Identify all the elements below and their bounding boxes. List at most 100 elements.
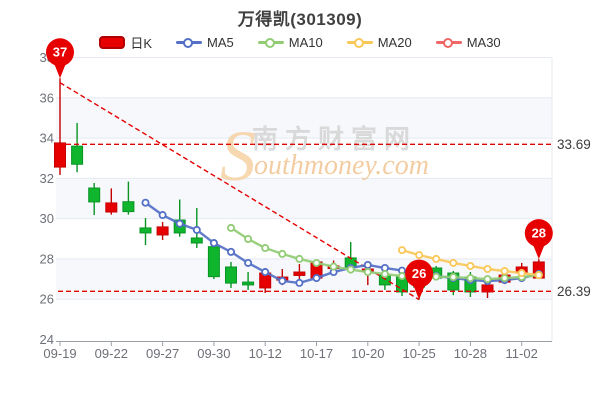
- pin-tip: [532, 244, 545, 260]
- ma20-marker: [517, 269, 526, 278]
- candle-body: [190, 237, 203, 244]
- ma30-legend-icon: [435, 37, 462, 48]
- ma10-legend-icon: [257, 37, 284, 48]
- ma20-line: [397, 246, 543, 280]
- ma5-marker: [295, 278, 304, 287]
- ma10-marker: [483, 275, 492, 284]
- x-axis-label: 09-30: [197, 346, 230, 361]
- candle-body: [88, 187, 101, 203]
- ma5-legend-icon: [176, 37, 203, 48]
- x-axis-label: 10-28: [454, 346, 487, 361]
- ma5-marker: [158, 211, 167, 220]
- candle-body: [156, 226, 169, 236]
- ma20-marker: [500, 267, 509, 276]
- pin-tip: [54, 63, 66, 79]
- pin-value: 37: [53, 45, 67, 60]
- legend-label: MA30: [466, 35, 501, 50]
- legend-label: MA10: [288, 35, 323, 50]
- marker-pin-28: 28: [524, 219, 553, 260]
- legend-item-ma10[interactable]: MA10: [257, 35, 323, 50]
- ma5-marker: [175, 219, 184, 228]
- y-axis-label: 28: [40, 251, 54, 266]
- candle-body: [293, 271, 306, 276]
- ma20-marker: [449, 258, 458, 267]
- ma10-marker: [346, 265, 355, 274]
- ma5-marker: [261, 268, 270, 277]
- y-axis-label: 30: [40, 211, 54, 226]
- pin-value: 26: [412, 266, 426, 281]
- chart-title: 万得凯(301309): [237, 10, 363, 29]
- marker-pin-26: 26: [405, 259, 434, 300]
- x-axis-label: 10-12: [249, 346, 282, 361]
- legend-item-ma5[interactable]: MA5: [176, 35, 234, 50]
- watermark-cn: 南方财富网: [252, 124, 417, 154]
- x-axis-label: 09-27: [146, 346, 179, 361]
- candle-body: [242, 281, 255, 286]
- pin-bubble: [524, 219, 553, 248]
- x-axis-label: 11-02: [506, 346, 538, 361]
- ma10-marker: [312, 258, 321, 267]
- plot-band: [56, 178, 552, 219]
- ma20-marker: [415, 251, 424, 260]
- ma5-marker: [192, 225, 201, 234]
- candle-body: [54, 142, 66, 168]
- candle-legend-icon: [99, 36, 126, 49]
- candle-body: [105, 202, 118, 213]
- ma10-marker: [432, 272, 441, 281]
- ma10-marker: [363, 268, 372, 277]
- pin-bubble: [405, 259, 434, 288]
- ma10-marker: [226, 223, 235, 232]
- ma10-marker: [466, 274, 475, 283]
- ma10-line: [226, 223, 543, 284]
- x-axis-label: 09-22: [95, 346, 128, 361]
- ma20-legend-icon: [346, 37, 373, 48]
- legend-item-日k[interactable]: 日K: [99, 33, 152, 52]
- y-axis-label: 26: [40, 292, 54, 307]
- legend-item-ma20[interactable]: MA20: [346, 35, 412, 50]
- x-axis-label: 10-25: [402, 346, 435, 361]
- ma5-marker: [209, 239, 218, 248]
- ma5-marker: [226, 247, 235, 256]
- ma10-marker: [500, 274, 509, 283]
- legend-label: MA20: [377, 35, 412, 50]
- legend-label: 日K: [130, 36, 153, 51]
- ma20-marker: [534, 271, 543, 280]
- pin-value: 28: [532, 226, 546, 241]
- legend-label: MA5: [207, 35, 234, 50]
- ma10-marker: [380, 270, 389, 279]
- legend-item-ma30[interactable]: MA30: [435, 35, 501, 50]
- trendline-level-label: 26.39: [557, 284, 591, 299]
- x-axis-label: 10-20: [351, 346, 384, 361]
- x-axis-label: 09-19: [43, 346, 76, 361]
- ma5-marker: [141, 198, 150, 207]
- ma10-marker: [449, 273, 458, 282]
- ma10-marker: [329, 262, 338, 271]
- pin-bubble: [46, 38, 74, 67]
- ma10-marker: [261, 244, 270, 253]
- ma20-marker: [466, 261, 475, 270]
- watermark-en: outhmoney.com: [254, 150, 429, 181]
- diagonal-trendline: [59, 82, 420, 301]
- ma10-marker: [397, 272, 406, 281]
- pin-tip: [413, 284, 426, 300]
- ma20-marker: [397, 246, 406, 255]
- y-axis-label: 24: [40, 332, 54, 347]
- ma20-marker: [432, 254, 441, 263]
- y-axis-label: 32: [40, 171, 54, 186]
- ma5-marker: [363, 260, 372, 269]
- ma5-marker: [244, 258, 253, 267]
- y-axis-label: 36: [40, 90, 54, 105]
- candle-body: [225, 266, 237, 284]
- ma5-marker: [278, 276, 287, 285]
- watermark-initial: S: [220, 116, 256, 196]
- y-axis-label: 34: [40, 131, 54, 146]
- ma20-marker: [483, 264, 492, 273]
- ma10-marker: [295, 254, 304, 263]
- candle-body: [122, 201, 135, 213]
- ma10-marker: [244, 234, 253, 243]
- chart-legend: 日K MA5 MA10 MA20 MA30: [0, 33, 600, 52]
- ma5-marker: [312, 274, 321, 283]
- candle-body: [139, 227, 152, 234]
